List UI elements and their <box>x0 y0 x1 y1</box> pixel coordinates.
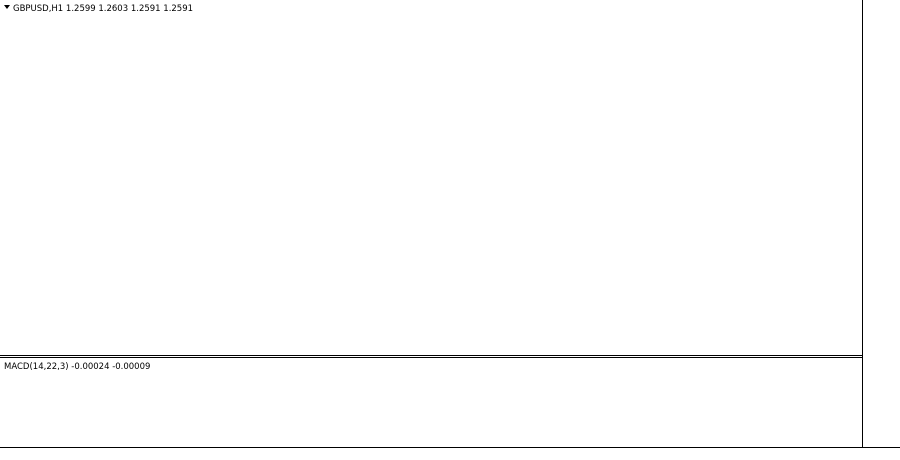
macd-name: MACD(14,22,3) <box>4 362 69 372</box>
chart-header: GBPUSD,H1 1.2599 1.2603 1.2591 1.2591 <box>13 4 193 14</box>
macd-header: MACD(14,22,3) -0.00024 -0.00009 <box>4 362 150 372</box>
header-close: 1.2591 <box>163 4 193 14</box>
header-low: 1.2591 <box>131 4 161 14</box>
header-open: 1.2599 <box>66 4 96 14</box>
header-high: 1.2603 <box>98 4 128 14</box>
macd-main: -0.00024 <box>71 362 109 372</box>
symbol: GBPUSD,H1 <box>13 4 63 14</box>
menu-triangle[interactable] <box>4 5 10 9</box>
macd-signal: -0.00009 <box>112 362 150 372</box>
